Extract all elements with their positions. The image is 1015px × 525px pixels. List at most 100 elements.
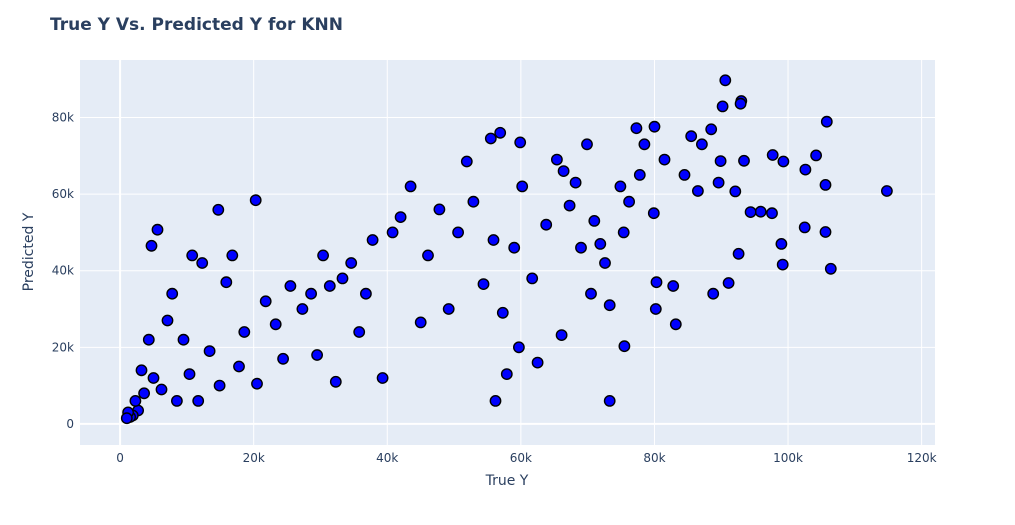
data-point [678,168,691,181]
data-point [277,352,289,365]
data-point [707,287,720,300]
data-point [617,226,630,239]
data-point [603,299,616,312]
data-point [259,295,272,308]
data-point [203,345,216,357]
data-point [581,138,593,151]
data-point [557,165,570,178]
data-point [630,122,643,135]
data-point [386,226,399,239]
data-point [599,257,611,269]
data-point [213,379,226,392]
data-point [820,115,833,128]
data-point [336,272,349,285]
grid-lines [80,60,935,445]
data-point [716,100,729,113]
data-point [249,194,262,207]
data-point [317,249,329,262]
data-point [305,287,317,300]
data-point [714,155,727,168]
data-point [311,349,323,361]
data-point [353,326,366,338]
data-point [669,318,682,331]
data-point [722,277,735,289]
data-point [575,241,587,254]
y-tick-label: 20k [52,340,74,354]
data-point [685,130,698,143]
y-axis-title: Predicted Y [21,212,37,291]
data-point [120,412,133,425]
data-point [212,203,225,216]
data-point [196,257,209,269]
data-point [186,249,199,262]
data-point [129,394,142,407]
y-tick-label: 40k [52,264,74,278]
data-point [460,155,473,168]
data-point [638,138,651,151]
data-point [147,372,160,384]
y-tick-label: 60k [52,187,74,201]
data-point [754,205,767,218]
data-point [777,155,790,168]
data-point [667,280,680,292]
y-axis-ticks: 0 20k 40k 60k 80k [52,110,74,430]
data-point [269,318,282,331]
data-point [138,387,151,400]
data-point [650,276,663,289]
data-point [359,287,372,300]
x-tick-label: 40k [376,451,398,465]
data-point [135,364,148,377]
x-axis-ticks: 0 20k 40k 60k 80k 100k 120k [116,451,936,465]
data-point [649,303,662,315]
data-point [345,257,358,269]
data-point [881,185,893,197]
data-point [744,206,757,219]
data-point [284,280,297,292]
data-point [422,249,434,262]
data-point [467,195,480,208]
data-point [734,97,747,110]
data-point [618,340,631,353]
data-point [555,329,568,341]
data-point [633,168,646,181]
data-point [692,185,704,197]
data-point [569,176,582,189]
data-point [487,234,500,246]
data-point [647,207,660,220]
data-point [484,132,497,145]
y-tick-label: 80k [52,110,74,124]
data-point [155,383,168,396]
data-point [192,394,205,407]
data-point [594,237,607,250]
data-point [142,333,155,346]
data-point [531,356,544,369]
data-point [810,149,822,162]
data-point [623,195,635,208]
data-point [442,303,455,315]
data-point [433,203,446,216]
data-point [500,368,513,380]
data-point [738,154,750,167]
data-point [376,372,389,384]
data-point [776,258,789,271]
data-point [516,180,529,193]
data-point [496,306,509,319]
data-point [233,360,245,373]
chart-title: True Y Vs. Predicted Y for KNN [50,15,343,35]
data-point [161,314,174,327]
x-tick-label: 120k [907,451,937,465]
data-point [323,280,336,292]
data-point [489,394,502,407]
x-tick-label: 60k [510,451,532,465]
data-point [696,138,708,151]
data-point [166,287,179,300]
data-point [329,375,342,388]
data-point [151,223,164,236]
data-point [563,199,576,212]
data-point [220,276,233,289]
data-point [766,149,779,161]
data-point [477,278,490,290]
data-point [494,126,507,139]
data-point [170,394,183,407]
